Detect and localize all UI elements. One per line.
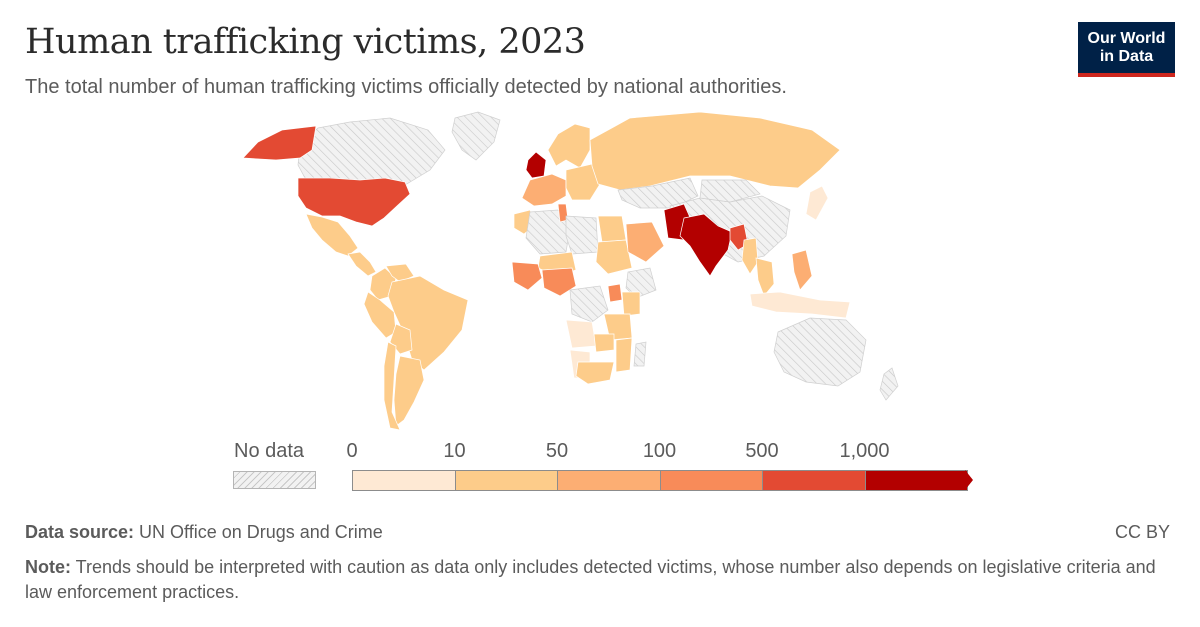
region-japan[interactable] [805, 185, 829, 221]
logo-line-2: in Data [1099, 47, 1154, 65]
legend-bin-2[interactable] [454, 470, 558, 491]
legend-bin-5[interactable] [762, 470, 866, 491]
legend-bin-4[interactable] [659, 470, 763, 491]
legend-bin-6[interactable] [864, 470, 968, 491]
note-text: Trends should be interpreted with cautio… [25, 557, 1156, 602]
region-south-africa[interactable] [575, 361, 615, 385]
legend-tick-label: 10 [443, 440, 466, 462]
legend-tick-label: 100 [642, 440, 677, 462]
legend-tick-label: 0 [346, 440, 358, 462]
region-india[interactable] [679, 213, 733, 277]
license-link[interactable]: CC BY [1114, 522, 1170, 542]
region-angola[interactable] [565, 319, 597, 349]
legend-open-end-arrow [965, 470, 973, 490]
world-map [242, 111, 899, 431]
region-nigeria[interactable] [541, 267, 577, 297]
region-new-zealand[interactable] [879, 367, 899, 401]
region-scandinavia[interactable] [547, 123, 591, 169]
region-united-kingdom[interactable] [525, 151, 547, 179]
legend-bin-1[interactable] [352, 470, 456, 491]
region-mexico[interactable] [305, 213, 359, 257]
region-egypt[interactable] [597, 215, 627, 243]
legend-tick-label: 1,000 [839, 440, 890, 462]
color-legend: No data 0 10 50 100 500 1,000 [230, 438, 973, 498]
region-australia[interactable] [773, 317, 867, 387]
logo-line-1: Our World [1087, 29, 1166, 47]
region-argentina[interactable] [393, 355, 425, 427]
region-uganda[interactable] [607, 283, 623, 303]
no-data-swatch [233, 471, 316, 489]
region-sudan[interactable] [595, 239, 633, 275]
region-canada[interactable] [297, 117, 446, 186]
region-western-europe[interactable] [521, 173, 567, 207]
region-central-america[interactable] [347, 251, 377, 277]
region-mongolia[interactable] [699, 179, 761, 203]
owid-logo[interactable]: Our World in Data [1078, 22, 1175, 77]
source-text: UN Office on Drugs and Crime [134, 522, 383, 542]
region-madagascar[interactable] [633, 341, 647, 367]
region-greenland[interactable] [451, 111, 501, 161]
chart-subtitle: The total number of human trafficking vi… [25, 76, 787, 98]
region-dr-congo[interactable] [569, 285, 609, 323]
legend-tick-label: 50 [545, 440, 569, 462]
data-source: Data source: UN Office on Drugs and Crim… [25, 522, 383, 543]
region-alaska-united-states[interactable] [242, 125, 317, 161]
region-libya[interactable] [565, 215, 599, 255]
region-algeria[interactable] [525, 209, 571, 255]
region-west-africa-coast[interactable] [511, 261, 543, 291]
region-mozambique[interactable] [615, 337, 633, 373]
legend-tick-label: 500 [745, 440, 779, 462]
region-russia[interactable] [589, 111, 841, 191]
source-label: Data source: [25, 522, 135, 542]
region-saudi-arabia[interactable] [625, 221, 665, 263]
region-peru[interactable] [363, 291, 397, 339]
region-indonesia[interactable] [749, 291, 851, 319]
chart-note: Note: Trends should be interpreted with … [25, 555, 1165, 605]
region-ethiopia[interactable] [625, 267, 657, 299]
region-zambia[interactable] [593, 333, 615, 353]
region-philippines[interactable] [791, 249, 813, 291]
region-united-states[interactable] [297, 177, 411, 227]
region-thailand[interactable] [755, 257, 775, 297]
region-chile[interactable] [383, 341, 401, 431]
region-myanmar[interactable] [741, 237, 759, 275]
region-kenya[interactable] [621, 291, 641, 317]
no-data-label: No data [234, 440, 305, 462]
chart-title: Human trafficking victims, 2023 [25, 22, 586, 62]
legend-bin-3[interactable] [557, 470, 661, 491]
note-label: Note: [25, 557, 71, 577]
